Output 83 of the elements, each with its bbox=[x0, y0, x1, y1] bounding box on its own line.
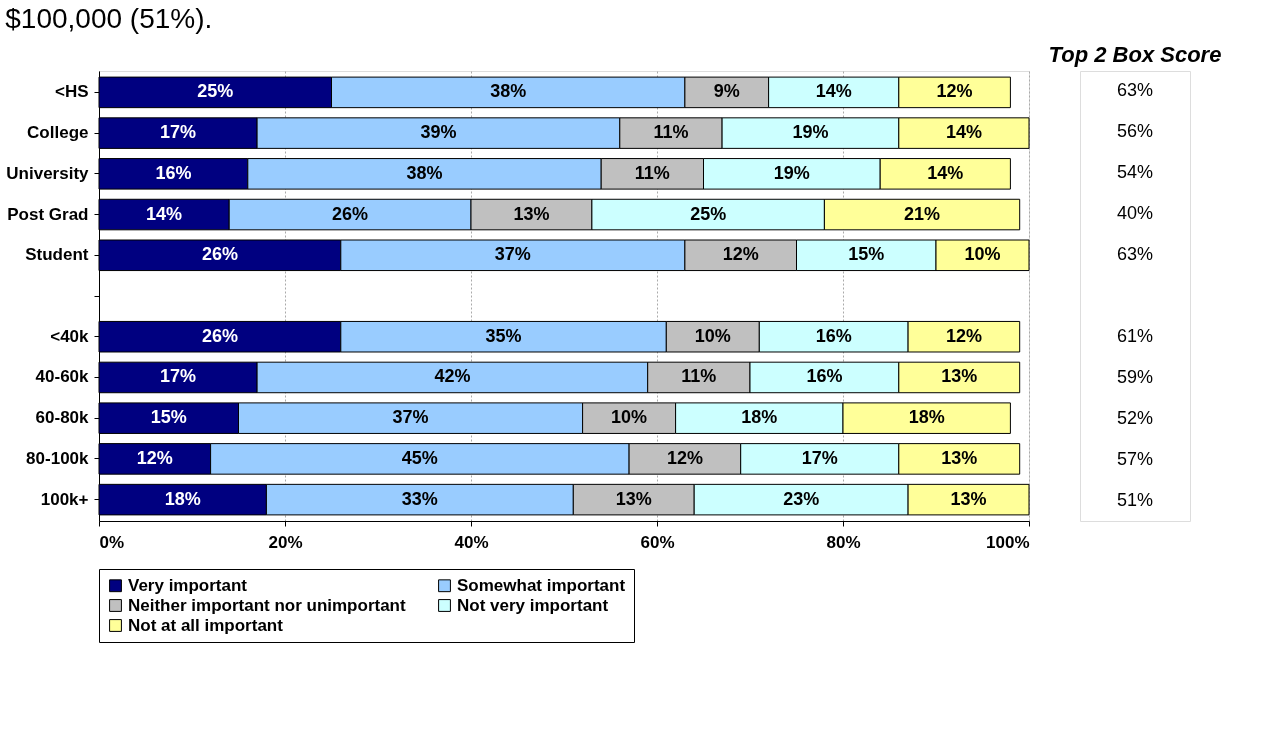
text: Top 2 Box Score bbox=[1048, 42, 1222, 67]
data-label: 26% bbox=[201, 325, 238, 346]
data-label: 14% bbox=[927, 162, 964, 183]
y-tick-label: <HS bbox=[54, 82, 89, 102]
data-label: 37% bbox=[392, 407, 429, 428]
x-tick-label: 100% bbox=[986, 532, 1030, 552]
data-label: 11% bbox=[681, 366, 717, 387]
data-label: 12% bbox=[136, 447, 173, 468]
data-label: 18% bbox=[908, 407, 945, 428]
data-label: 9% bbox=[713, 81, 740, 102]
x-tick-label: 40% bbox=[454, 532, 489, 552]
y-tick-label: University bbox=[6, 163, 90, 183]
data-label: 18% bbox=[741, 407, 778, 428]
text: 57% bbox=[1116, 448, 1154, 469]
data-label: 39% bbox=[420, 122, 457, 143]
data-label: 13% bbox=[513, 203, 550, 224]
text: 63% bbox=[1116, 80, 1154, 101]
data-label: 16% bbox=[815, 325, 852, 346]
data-label: 45% bbox=[401, 447, 438, 468]
text: 51% bbox=[1116, 489, 1154, 510]
data-label: 19% bbox=[792, 122, 829, 143]
x-tick-label: 0% bbox=[99, 532, 125, 552]
data-label: 23% bbox=[783, 488, 820, 509]
data-label: 13% bbox=[615, 488, 652, 509]
data-label: 13% bbox=[941, 366, 978, 387]
y-tick-label: 60-80k bbox=[35, 408, 90, 428]
data-label: 37% bbox=[494, 244, 531, 265]
data-label: 13% bbox=[941, 447, 978, 468]
data-label: 13% bbox=[950, 488, 987, 509]
legend-label: Not very important bbox=[457, 595, 609, 615]
y-tick-label: Post Grad bbox=[7, 204, 89, 224]
data-label: 17% bbox=[801, 447, 838, 468]
data-label: 16% bbox=[155, 162, 192, 183]
x-tick-label: 80% bbox=[826, 532, 861, 552]
legend-label: Neither important nor unimportant bbox=[128, 595, 406, 615]
data-label: 14% bbox=[945, 122, 982, 143]
y-tick-label: 40-60k bbox=[35, 367, 90, 387]
data-label: 42% bbox=[434, 366, 471, 387]
text: 40% bbox=[1116, 203, 1154, 224]
data-label: 33% bbox=[401, 488, 438, 509]
data-label: 38% bbox=[490, 81, 527, 102]
text: 54% bbox=[1116, 162, 1154, 183]
data-label: 21% bbox=[904, 203, 941, 224]
text: 59% bbox=[1116, 366, 1154, 387]
data-label: 15% bbox=[848, 244, 885, 265]
legend-label: Somewhat important bbox=[457, 575, 626, 595]
data-label: 10% bbox=[611, 407, 648, 428]
data-label: 19% bbox=[773, 162, 810, 183]
data-label: 35% bbox=[485, 325, 522, 346]
text: 61% bbox=[1116, 325, 1154, 346]
data-label: 11% bbox=[634, 162, 670, 183]
y-tick-label: 100k+ bbox=[40, 489, 89, 509]
data-label: 18% bbox=[164, 488, 201, 509]
data-label: 14% bbox=[815, 81, 852, 102]
text: $100,000 (51%). bbox=[5, 2, 213, 34]
data-label: 10% bbox=[964, 244, 1001, 265]
data-label: 14% bbox=[146, 203, 183, 224]
x-tick-label: 20% bbox=[268, 532, 303, 552]
data-label: 17% bbox=[160, 122, 197, 143]
text: 56% bbox=[1116, 121, 1154, 142]
data-label: 26% bbox=[201, 244, 238, 265]
text: 52% bbox=[1116, 407, 1154, 428]
x-tick-label: 60% bbox=[640, 532, 675, 552]
data-label: 25% bbox=[690, 203, 727, 224]
data-label: 25% bbox=[197, 81, 234, 102]
legend-label: Not at all important bbox=[128, 615, 284, 635]
text: 63% bbox=[1116, 244, 1154, 265]
data-label: 15% bbox=[150, 407, 187, 428]
data-label: 11% bbox=[653, 122, 689, 143]
y-tick-label: <40k bbox=[50, 326, 90, 346]
data-label: 10% bbox=[694, 325, 731, 346]
data-label: 12% bbox=[945, 325, 982, 346]
y-tick-label: 80-100k bbox=[26, 448, 90, 468]
legend-label: Very important bbox=[128, 575, 248, 595]
data-label: 17% bbox=[160, 366, 197, 387]
data-label: 38% bbox=[406, 162, 443, 183]
data-label: 26% bbox=[332, 203, 369, 224]
data-label: 16% bbox=[806, 366, 843, 387]
data-label: 12% bbox=[666, 447, 703, 468]
data-label: 12% bbox=[936, 81, 973, 102]
data-label: 12% bbox=[722, 244, 759, 265]
y-tick-label: College bbox=[27, 123, 89, 143]
y-tick-label: Student bbox=[25, 245, 89, 265]
